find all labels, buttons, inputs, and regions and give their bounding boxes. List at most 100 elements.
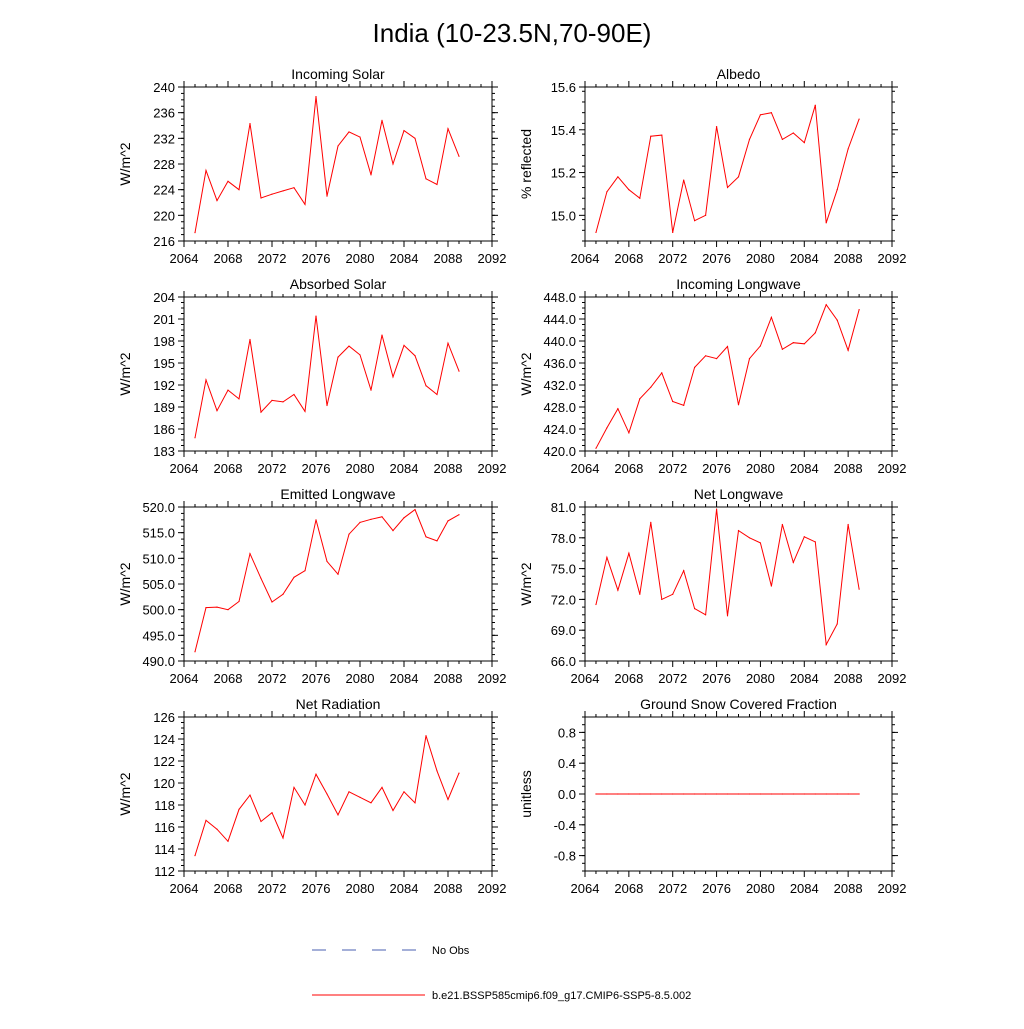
- data-point: [282, 593, 284, 595]
- chart-title: Incoming Solar: [291, 66, 385, 82]
- x-tick-label: 2072: [658, 671, 687, 686]
- data-point: [628, 189, 630, 191]
- data-point: [803, 142, 805, 144]
- data-point: [458, 514, 460, 516]
- data-point: [227, 609, 229, 611]
- y-axis-label: W/m^2: [117, 352, 133, 395]
- plot-frame: [584, 86, 893, 242]
- data-point: [661, 372, 663, 374]
- y-tick-label: 500.0: [142, 603, 175, 618]
- data-point: [238, 600, 240, 603]
- y-tick-label: 495.0: [142, 628, 175, 643]
- data-point: [315, 96, 317, 98]
- data-point: [770, 793, 772, 795]
- y-tick-label: 436.0: [543, 356, 576, 371]
- data-point: [726, 793, 729, 795]
- chart-title: Albedo: [717, 66, 761, 82]
- y-tick-label: 420.0: [543, 444, 576, 459]
- y-tick-label: 112: [154, 864, 175, 879]
- x-tick-label: 2092: [478, 881, 507, 896]
- data-point: [194, 651, 196, 653]
- data-point: [359, 796, 361, 798]
- data-point: [825, 222, 827, 224]
- data-point: [737, 530, 740, 532]
- data-point: [370, 389, 372, 391]
- data-point: [858, 309, 860, 311]
- data-point: [216, 410, 218, 412]
- data-point: [639, 593, 641, 595]
- x-tick-label: 2084: [390, 881, 419, 896]
- data-point: [748, 138, 751, 141]
- y-tick-label: 216: [153, 234, 175, 249]
- data-point: [370, 518, 372, 520]
- chart-panel-4: Incoming Longwave W/m^2 2064 2068 2072 2076 20…: [518, 276, 906, 476]
- x-tick-label: 2084: [790, 671, 819, 686]
- x-tick-label: 2076: [702, 671, 731, 686]
- x-tick-label: 2076: [302, 461, 331, 476]
- data-point: [348, 131, 350, 133]
- data-point: [238, 189, 240, 191]
- x-tick-label: 2072: [258, 251, 287, 266]
- x-tick-label: 2092: [878, 671, 907, 686]
- data-point: [205, 607, 207, 609]
- data-point: [403, 130, 405, 132]
- data-point: [803, 343, 805, 345]
- data-point: [683, 793, 685, 795]
- data-point: [249, 794, 251, 796]
- data-point: [858, 118, 860, 120]
- data-point: [392, 163, 394, 165]
- data-point: [194, 437, 196, 439]
- y-tick-label: 66.0: [551, 654, 576, 669]
- x-tick-label: 2068: [614, 671, 643, 686]
- chart-title: Incoming Longwave: [676, 276, 801, 292]
- data-point: [814, 793, 816, 795]
- data-point: [759, 345, 762, 347]
- data-point: [683, 179, 685, 181]
- y-tick-label: 126: [153, 710, 175, 725]
- data-point: [606, 191, 608, 193]
- y-tick-label: -0.8: [554, 849, 576, 864]
- x-tick-label: 2088: [834, 881, 863, 896]
- data-point: [447, 798, 449, 801]
- y-axis-label: W/m^2: [117, 142, 133, 185]
- y-tick-label: 240: [153, 80, 175, 95]
- y-tick-label: 0.4: [558, 756, 576, 771]
- x-tick-label: 2084: [790, 461, 819, 476]
- x-tick-label: 2076: [702, 251, 731, 266]
- data-point: [672, 593, 674, 595]
- data-point: [628, 432, 630, 434]
- data-point: [436, 393, 438, 396]
- y-tick-label: 15.4: [551, 123, 576, 138]
- data-point: [392, 530, 394, 532]
- x-tick-label: 2064: [170, 461, 199, 476]
- data-point: [326, 560, 328, 563]
- data-point: [606, 793, 608, 795]
- data-point: [315, 773, 317, 775]
- chart-panel-7: Net Radiation W/m^2 2064 2068 2072 2076 2080 20…: [117, 696, 506, 896]
- data-point: [705, 614, 707, 616]
- data-point: [814, 541, 816, 543]
- y-tick-label: 183: [153, 444, 175, 459]
- y-tick-label: 448.0: [543, 290, 576, 305]
- data-point: [814, 332, 816, 334]
- y-tick-label: 236: [153, 106, 175, 121]
- data-point: [348, 345, 350, 347]
- data-point: [650, 793, 652, 795]
- x-tick-label: 2088: [834, 671, 863, 686]
- data-point: [425, 178, 427, 180]
- data-point: [781, 138, 783, 141]
- y-tick-label: 424.0: [543, 422, 576, 437]
- data-point: [617, 176, 619, 178]
- data-point: [260, 197, 262, 199]
- data-point: [447, 342, 449, 344]
- x-tick-label: 2064: [571, 671, 600, 686]
- y-tick-label: 510.0: [142, 551, 175, 566]
- data-point: [759, 114, 762, 116]
- data-point: [403, 791, 405, 793]
- data-point: [792, 561, 794, 564]
- data-point: [293, 393, 295, 396]
- data-point: [271, 812, 273, 814]
- data-point: [447, 128, 449, 130]
- page-title: India (10-23.5N,70-90E): [373, 18, 652, 48]
